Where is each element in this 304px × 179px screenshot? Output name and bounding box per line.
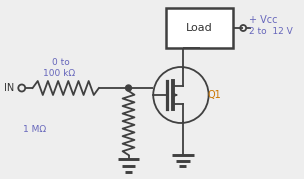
Text: 0 to: 0 to xyxy=(52,57,70,67)
Bar xyxy=(166,8,233,48)
Text: + Vcc: + Vcc xyxy=(249,15,278,25)
Text: 1 MΩ: 1 MΩ xyxy=(23,125,46,134)
Text: IN: IN xyxy=(4,83,14,93)
Circle shape xyxy=(126,85,132,91)
Text: Q1: Q1 xyxy=(208,90,221,100)
Text: 2 to  12 V: 2 to 12 V xyxy=(249,26,293,35)
Text: 100 kΩ: 100 kΩ xyxy=(43,69,75,78)
Text: Load: Load xyxy=(186,23,213,33)
